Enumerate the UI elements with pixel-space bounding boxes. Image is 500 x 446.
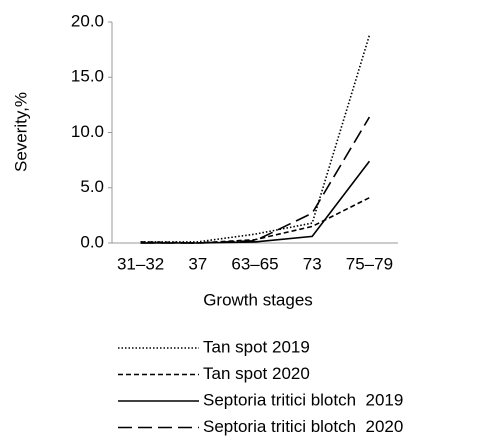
y-tick-label: 10.0 xyxy=(71,122,104,141)
legend-label: Septoria tritici blotch 2020 xyxy=(203,417,403,436)
legend-label: Tan spot 2020 xyxy=(203,364,310,383)
x-tick-label: 73 xyxy=(303,254,322,273)
y-axis-label: Severity,% xyxy=(11,92,30,172)
y-tick-label: 5.0 xyxy=(80,177,104,196)
x-tick-label: 75–79 xyxy=(346,254,393,273)
series-line xyxy=(140,35,371,243)
series-line xyxy=(140,116,371,244)
x-tick-label: 37 xyxy=(188,254,207,273)
legend-label: Septoria tritici blotch 2019 xyxy=(203,390,403,409)
x-tick-label: 63–65 xyxy=(231,254,278,273)
series-line xyxy=(140,196,370,244)
y-tick-label: 20.0 xyxy=(71,11,104,30)
y-tick-label: 0.0 xyxy=(80,232,104,251)
series-line xyxy=(140,160,371,244)
x-tick-label: 31–32 xyxy=(117,254,164,273)
x-axis-label: Growth stages xyxy=(203,290,313,309)
y-tick-label: 15.0 xyxy=(71,67,104,86)
legend-label: Tan spot 2019 xyxy=(203,337,310,356)
